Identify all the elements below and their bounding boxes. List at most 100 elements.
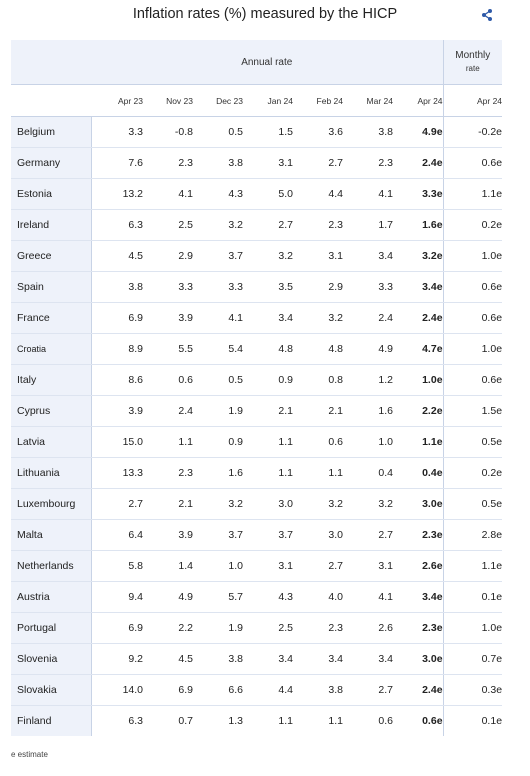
value-cell: 3.2 — [343, 488, 393, 520]
annual-rate-header: Annual rate — [91, 40, 444, 85]
value-cell: -0.2e — [442, 116, 503, 148]
value-cell: 1.7 — [343, 209, 393, 241]
value-cell: 4.3 — [243, 581, 293, 613]
value-cell: 4.9 — [343, 333, 393, 365]
value-cell: 2.2e — [393, 395, 444, 427]
value-cell: 4.8 — [293, 333, 343, 365]
country-cell: Luxembourg — [11, 488, 92, 520]
value-cell: 6.4 — [91, 519, 143, 551]
value-cell: 1.1 — [278, 715, 293, 727]
value-cell: 2.5 — [143, 209, 193, 241]
country-cell: Latvia — [11, 426, 92, 458]
country-cell: Finland — [11, 705, 92, 736]
table-row: Spain 3.8 3.3 3.3 3.5 2.9 3.3 3.4e 0.6e — [11, 271, 503, 303]
value-cell: 0.6 — [143, 364, 193, 396]
value-cell: 2.7 — [243, 209, 293, 241]
value-cell: 0.3e — [442, 674, 503, 706]
value-cell: 8.6 — [91, 364, 143, 396]
value-cell: 1.9 — [193, 395, 243, 427]
value-cell: 3.7 — [193, 519, 243, 551]
value-cell: 1.0e — [393, 364, 444, 396]
value-cell: 2.3 — [143, 147, 193, 179]
value-cell: 1.6 — [193, 457, 243, 489]
value-cell: 8.9 — [91, 333, 143, 365]
value-cell: 0.2e — [442, 209, 503, 241]
value-cell: 0.5e — [442, 488, 503, 520]
value-cell: 2.4e — [393, 147, 444, 179]
value-cell: 2.1 — [243, 395, 293, 427]
column-header: Apr 24 — [393, 84, 444, 117]
value-cell: 0.6e — [442, 271, 503, 303]
country-cell: Slovakia — [11, 674, 92, 706]
value-cell: 4.1 — [193, 302, 243, 334]
table-row: Greece 4.5 2.9 3.7 3.2 3.1 3.4 3.2e 1.0e — [11, 240, 503, 272]
value-cell: 14.0 — [91, 674, 143, 706]
value-cell: 9.4 — [91, 581, 143, 613]
value-cell: 0.5 — [193, 116, 243, 148]
country-cell: Estonia — [11, 178, 92, 210]
monthly-rate-header-line1: Monthly — [455, 50, 491, 61]
value-cell: 1.0 — [193, 550, 243, 582]
value-cell: 0.5 — [193, 364, 243, 396]
value-cell: 2.9 — [143, 240, 193, 272]
table-row: Finland 6.3 0.7 1.3 1.1 1.1 0.6 0.6e 0.1e — [11, 705, 503, 736]
table-row: Malta 6.4 3.9 3.7 3.7 3.0 2.7 2.3e 2.8e — [11, 519, 503, 551]
country-cell: Belgium — [11, 116, 92, 148]
value-cell: 2.7 — [293, 147, 343, 179]
value-cell: 3.2 — [193, 488, 243, 520]
value-cell: 6.6 — [193, 674, 243, 706]
value-cell: 3.4e — [393, 581, 444, 613]
value-cell: 1.1 — [293, 457, 343, 489]
column-header: Jan 24 — [243, 84, 293, 117]
value-cell: 0.2e — [442, 457, 503, 489]
value-cell: 3.1 — [243, 147, 293, 179]
value-cell: 1.3 — [228, 715, 243, 727]
country-cell: Austria — [11, 581, 92, 613]
value-cell: 3.3 — [343, 271, 393, 303]
value-cell: 0.7e — [442, 643, 503, 675]
value-cell: 3.8 — [91, 271, 143, 303]
value-cell: 3.4e — [393, 271, 444, 303]
value-cell: 3.0e — [393, 643, 444, 675]
value-cell: 6.9 — [143, 674, 193, 706]
column-header: Nov 23 — [143, 84, 193, 117]
table-row: Belgium 3.3 -0.8 0.5 1.5 3.6 3.8 4.9e -0.2e — [11, 116, 503, 148]
value-cell: 1.1e — [442, 550, 503, 582]
page-title: Inflation rates (%) measured by the HICP — [132, 6, 398, 22]
value-cell: 3.8 — [343, 116, 393, 148]
value-cell: 2.4e — [393, 302, 444, 334]
value-cell: 5.7 — [193, 581, 243, 613]
value-cell: 1.1 — [243, 426, 293, 458]
value-cell: 1.0e — [442, 333, 503, 365]
share-icon[interactable] — [480, 8, 494, 22]
value-cell: 0.8 — [293, 364, 343, 396]
value-cell: 5.4 — [193, 333, 243, 365]
value-cell: 1.5 — [243, 116, 293, 148]
value-cell: 2.6 — [343, 612, 393, 644]
value-cell: 4.0 — [293, 581, 343, 613]
table-row: Netherlands 5.8 1.4 1.0 3.1 2.7 3.1 2.6e 1.1e — [11, 550, 503, 582]
value-cell: 3.3 — [193, 271, 243, 303]
value-cell: 1.6e — [393, 209, 444, 241]
table-row: Portugal 6.9 2.2 1.9 2.5 2.3 2.6 2.3e 1.0e — [11, 612, 503, 644]
value-cell: 3.3 — [143, 271, 193, 303]
value-cell: 3.4 — [293, 643, 343, 675]
value-cell: 4.5 — [143, 643, 193, 675]
value-cell: 4.5 — [91, 240, 143, 272]
value-cell: 4.9e — [393, 116, 444, 148]
value-cell: 3.0 — [293, 519, 343, 551]
value-cell: 3.2e — [393, 240, 444, 272]
column-header: Apr 23 — [91, 84, 143, 117]
value-cell: 2.7 — [343, 674, 393, 706]
column-header: Dec 23 — [193, 84, 243, 117]
value-cell: 0.7 — [178, 715, 193, 727]
value-cell: 7.6 — [91, 147, 143, 179]
value-cell: 3.8 — [193, 643, 243, 675]
value-cell: 15.0 — [91, 426, 143, 458]
value-cell: 3.5 — [243, 271, 293, 303]
value-cell: 1.5e — [442, 395, 503, 427]
value-cell: 1.0e — [442, 612, 503, 644]
value-cell: 3.1 — [293, 240, 343, 272]
table-body: Belgium 3.3 -0.8 0.5 1.5 3.6 3.8 4.9e -0.2e Germa… — [11, 116, 503, 736]
value-cell: 0.9 — [243, 364, 293, 396]
